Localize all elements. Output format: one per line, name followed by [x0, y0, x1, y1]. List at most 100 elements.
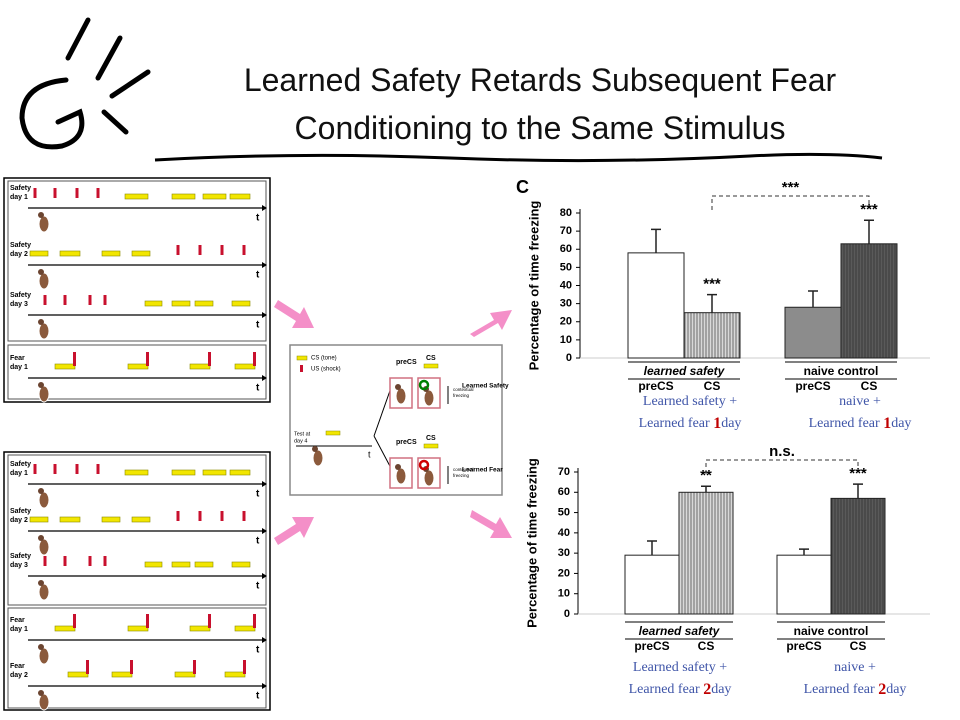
timeline-arrow [262, 375, 267, 381]
rat-icon [38, 215, 50, 233]
error-bar [647, 540, 657, 556]
cs-mark [194, 561, 214, 568]
cs-mark [111, 671, 133, 678]
us-mark [220, 245, 224, 255]
slide-title: Learned Safety Retards Subsequent Fear C… [243, 62, 837, 146]
cs-mark [124, 469, 149, 476]
caption: naive + [834, 660, 876, 675]
cs-mark [124, 193, 149, 200]
row-label: Safety [10, 461, 31, 468]
row-label: day 2 [10, 517, 28, 524]
outcome-label: Learned Safety [462, 383, 509, 390]
us-mark [73, 614, 76, 628]
cs-mark [171, 300, 191, 307]
cs-mark [127, 363, 149, 370]
axis-label: t [256, 270, 260, 281]
y-tick-label: 30 [560, 298, 572, 310]
significance: n.s. [769, 443, 795, 460]
cs-mark [171, 561, 191, 568]
significance: *** [860, 201, 878, 218]
error-bar [651, 228, 661, 253]
cs-mark [67, 671, 89, 678]
error-bar [808, 290, 818, 308]
significance: *** [849, 465, 867, 482]
cs-mark [144, 561, 163, 568]
timeline-arrow [262, 312, 267, 318]
rat-icon [312, 449, 324, 467]
bar [627, 252, 685, 359]
series-label: preCS [634, 639, 669, 653]
row-label: Safety [10, 185, 31, 192]
us-mark [53, 464, 57, 474]
us-mark [96, 464, 100, 474]
us-mark [208, 614, 211, 628]
cs-mark [231, 561, 251, 568]
series-label: CS [704, 379, 721, 393]
timeline-arrow [262, 683, 267, 689]
rat-icon [38, 269, 44, 275]
protocol-frame [3, 451, 271, 711]
cs-mark [423, 363, 439, 369]
timeline-arrow [262, 205, 267, 211]
rat-icon [38, 488, 44, 494]
y-tick-label: 0 [564, 608, 570, 620]
us-mark [193, 660, 196, 674]
y-tick-label: 50 [558, 506, 570, 518]
precs-label: preCS [396, 359, 417, 366]
test-label: Test at [294, 431, 311, 437]
rat-icon [38, 272, 50, 290]
cs-mark [59, 250, 81, 257]
us-mark [198, 245, 202, 255]
branch-lines [373, 384, 393, 471]
us-mark [146, 352, 149, 366]
cs-mark [131, 516, 151, 523]
series-label: preCS [795, 379, 830, 393]
cs-mark [101, 250, 121, 257]
bar [776, 554, 832, 615]
row-label: day 2 [10, 251, 28, 258]
us-mark [253, 352, 256, 366]
legend-label: CS (tone) [311, 356, 337, 362]
protocol-frame [3, 177, 271, 403]
cs-mark [202, 193, 227, 200]
axis-label: t [256, 489, 260, 500]
caption: Learned safety + [633, 660, 727, 675]
caption: Learned fear 1day [809, 415, 912, 432]
us-mark [33, 464, 37, 474]
legend-us [300, 365, 303, 372]
arrows [274, 300, 512, 545]
rat-icon [38, 690, 44, 696]
row-label: Fear [10, 663, 25, 670]
timeline-arrow [262, 528, 267, 534]
legend-label: US (shock) [311, 367, 341, 373]
test-label: day 4 [294, 438, 307, 444]
us-mark [243, 660, 246, 674]
significance: *** [782, 179, 800, 196]
cs-mark [231, 300, 251, 307]
significance: ** [700, 467, 712, 484]
rat-icon [395, 467, 407, 485]
cs-mark [229, 193, 251, 200]
cs-mark [189, 625, 211, 632]
bar [830, 497, 886, 615]
caption-part: day [891, 416, 911, 431]
y-tick-label: 40 [560, 279, 572, 291]
cs-mark [174, 671, 196, 678]
axis-label: t [256, 645, 260, 656]
readout-label: freezing [453, 473, 470, 478]
axis-label: t [256, 536, 260, 547]
y-tick-label: 10 [560, 334, 572, 346]
y-tick-label: 0 [566, 352, 572, 364]
caption-part: day [886, 682, 906, 697]
us-mark [86, 660, 89, 674]
row-label: Fear [10, 617, 25, 624]
y-tick-label: 60 [558, 486, 570, 498]
error-bar [707, 293, 717, 313]
group-label: naive control [794, 624, 869, 638]
us-mark [73, 352, 76, 366]
rat-icon [38, 647, 50, 665]
rat-icon [395, 387, 407, 405]
rat-icon [38, 385, 50, 403]
series-label: preCS [786, 639, 821, 653]
